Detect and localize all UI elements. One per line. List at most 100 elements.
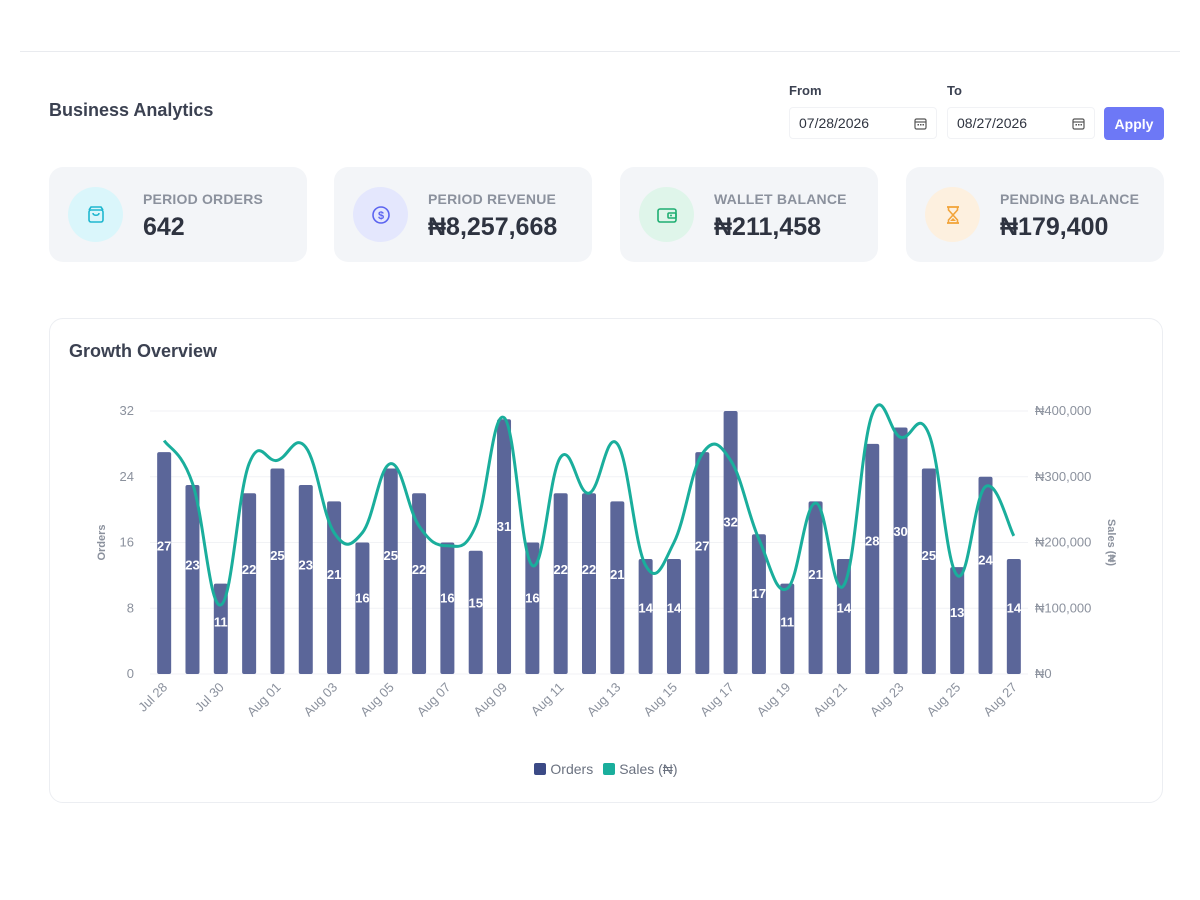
legend-item-orders[interactable]: Orders <box>534 761 593 777</box>
bar-data-label: 28 <box>865 534 879 549</box>
bar-orders <box>327 501 342 674</box>
bar-data-label: 24 <box>978 553 993 568</box>
bar-orders <box>242 493 257 674</box>
growth-overview-card: Growth Overview 0 8 16 24 32 ₦0 ₦100,000 ₦200,0… <box>49 318 1163 803</box>
x-tick-label: Aug 07 <box>414 680 454 720</box>
y-axis-title-left: Orders <box>96 524 108 560</box>
stat-icon-circle <box>68 187 123 242</box>
x-tick-label: Aug 17 <box>697 680 737 720</box>
bar-orders <box>213 583 228 674</box>
x-tick-label: Aug 27 <box>980 680 1020 720</box>
bar-data-label: 14 <box>638 600 653 615</box>
bar-orders <box>1006 558 1021 674</box>
stat-value: 642 <box>143 213 185 241</box>
period-revenue-card: $ PERIOD REVENUE ₦8,257,668 <box>334 167 592 262</box>
x-tick-label: Aug 05 <box>357 680 397 720</box>
y-tick-label-right: ₦400,000 <box>1035 403 1091 418</box>
x-tick-label: Aug 03 <box>300 680 340 720</box>
x-tick-label: Aug 13 <box>584 680 624 720</box>
chart-legend: Orders Sales (₦) <box>50 761 1162 777</box>
bar-data-label: 17 <box>752 586 766 601</box>
bar-orders <box>355 542 370 674</box>
x-tick-label: Jul 28 <box>135 680 170 715</box>
x-tick-label: Jul 30 <box>192 680 227 715</box>
bar-orders <box>780 583 795 674</box>
y-tick-label-left: 16 <box>120 535 134 550</box>
bar-data-label: 11 <box>780 615 794 630</box>
x-tick-label: Aug 25 <box>924 680 964 720</box>
legend-swatch-sales <box>603 763 616 775</box>
stat-icon-circle <box>639 187 694 242</box>
from-label: From <box>789 83 822 98</box>
bar-data-label: 22 <box>412 562 426 577</box>
stat-value: ₦179,400 <box>1000 213 1109 241</box>
from-date-input[interactable]: 07/28/2026 <box>789 107 937 139</box>
bar-orders <box>582 493 596 674</box>
bar-orders <box>865 443 880 674</box>
top-divider <box>20 51 1180 52</box>
bar-orders <box>638 558 653 674</box>
bar-data-label: 14 <box>837 600 852 615</box>
line-sales <box>162 403 1016 607</box>
bar-orders <box>808 501 823 674</box>
bar-orders <box>950 567 965 674</box>
y-tick-label-left: 24 <box>120 469 134 484</box>
x-tick-label: Aug 23 <box>867 680 907 720</box>
stat-value: ₦211,458 <box>714 213 822 241</box>
legend-label-orders: Orders <box>550 761 594 777</box>
calendar-icon[interactable] <box>1071 116 1085 130</box>
bar-data-label: 16 <box>355 591 369 606</box>
to-date-input[interactable]: 08/27/2026 <box>947 107 1095 139</box>
bar-orders <box>412 493 427 674</box>
y-tick-label-right: ₦300,000 <box>1035 469 1091 484</box>
svg-text:$: $ <box>377 210 383 222</box>
period-orders-card: PERIOD ORDERS 642 <box>49 167 307 262</box>
legend-label-sales: Sales (₦) <box>619 761 678 777</box>
y-tick-label-right: ₦200,000 <box>1035 535 1091 550</box>
stat-label: PERIOD ORDERS <box>143 191 264 207</box>
bar-data-label: 15 <box>468 595 482 610</box>
bar-data-label: 22 <box>553 562 567 577</box>
bar-orders <box>298 484 313 674</box>
legend-item-sales[interactable]: Sales (₦) <box>603 761 678 777</box>
bar-orders <box>751 534 766 674</box>
bar-data-label: 16 <box>525 591 539 606</box>
wallet-icon <box>656 207 677 223</box>
bar-orders <box>553 493 568 674</box>
bar-orders <box>695 452 710 674</box>
apply-button[interactable]: Apply <box>1104 107 1164 140</box>
bar-data-label: 21 <box>808 567 822 582</box>
to-date-value: 08/27/2026 <box>957 115 1028 131</box>
legend-swatch-orders <box>534 763 547 775</box>
x-tick-label: Aug 09 <box>470 680 510 720</box>
bar-data-label: 25 <box>270 548 284 563</box>
bar-data-label: 14 <box>667 600 682 615</box>
stat-label: WALLET BALANCE <box>714 191 847 207</box>
bar-data-label: 23 <box>185 557 199 572</box>
bar-orders <box>383 468 398 674</box>
bar-data-label: 13 <box>950 605 964 620</box>
to-label: To <box>947 83 962 98</box>
y-tick-label-left: 32 <box>120 403 134 418</box>
bar-data-label: 22 <box>582 562 596 577</box>
x-tick-label: Aug 11 <box>528 680 567 719</box>
y-tick-label-left: 8 <box>127 600 134 615</box>
wallet-balance-card: WALLET BALANCE ₦211,458 <box>620 167 878 262</box>
bar-data-label: 25 <box>384 548 398 563</box>
y-tick-label-right: ₦100,000 <box>1035 600 1091 615</box>
stat-icon-circle <box>925 187 980 242</box>
pending-balance-card: PENDING BALANCE ₦179,400 <box>906 167 1164 262</box>
shopping-bag-icon <box>87 205 104 223</box>
bar-orders <box>185 484 200 674</box>
bar-data-label: 27 <box>695 538 709 553</box>
chart-title: Growth Overview <box>69 341 218 361</box>
bar-orders <box>497 419 512 674</box>
bar-orders <box>525 542 540 674</box>
bar-data-label: 21 <box>327 567 341 582</box>
bar-data-label: 11 <box>214 615 228 630</box>
bar-data-label: 23 <box>299 557 313 572</box>
calendar-icon[interactable] <box>913 116 927 130</box>
bar-data-label: 21 <box>610 567 624 582</box>
bar-orders <box>723 411 738 674</box>
growth-chart: 0 8 16 24 32 ₦0 ₦100,000 ₦200,000 ₦300,000 ₦400,0… <box>96 403 1117 720</box>
